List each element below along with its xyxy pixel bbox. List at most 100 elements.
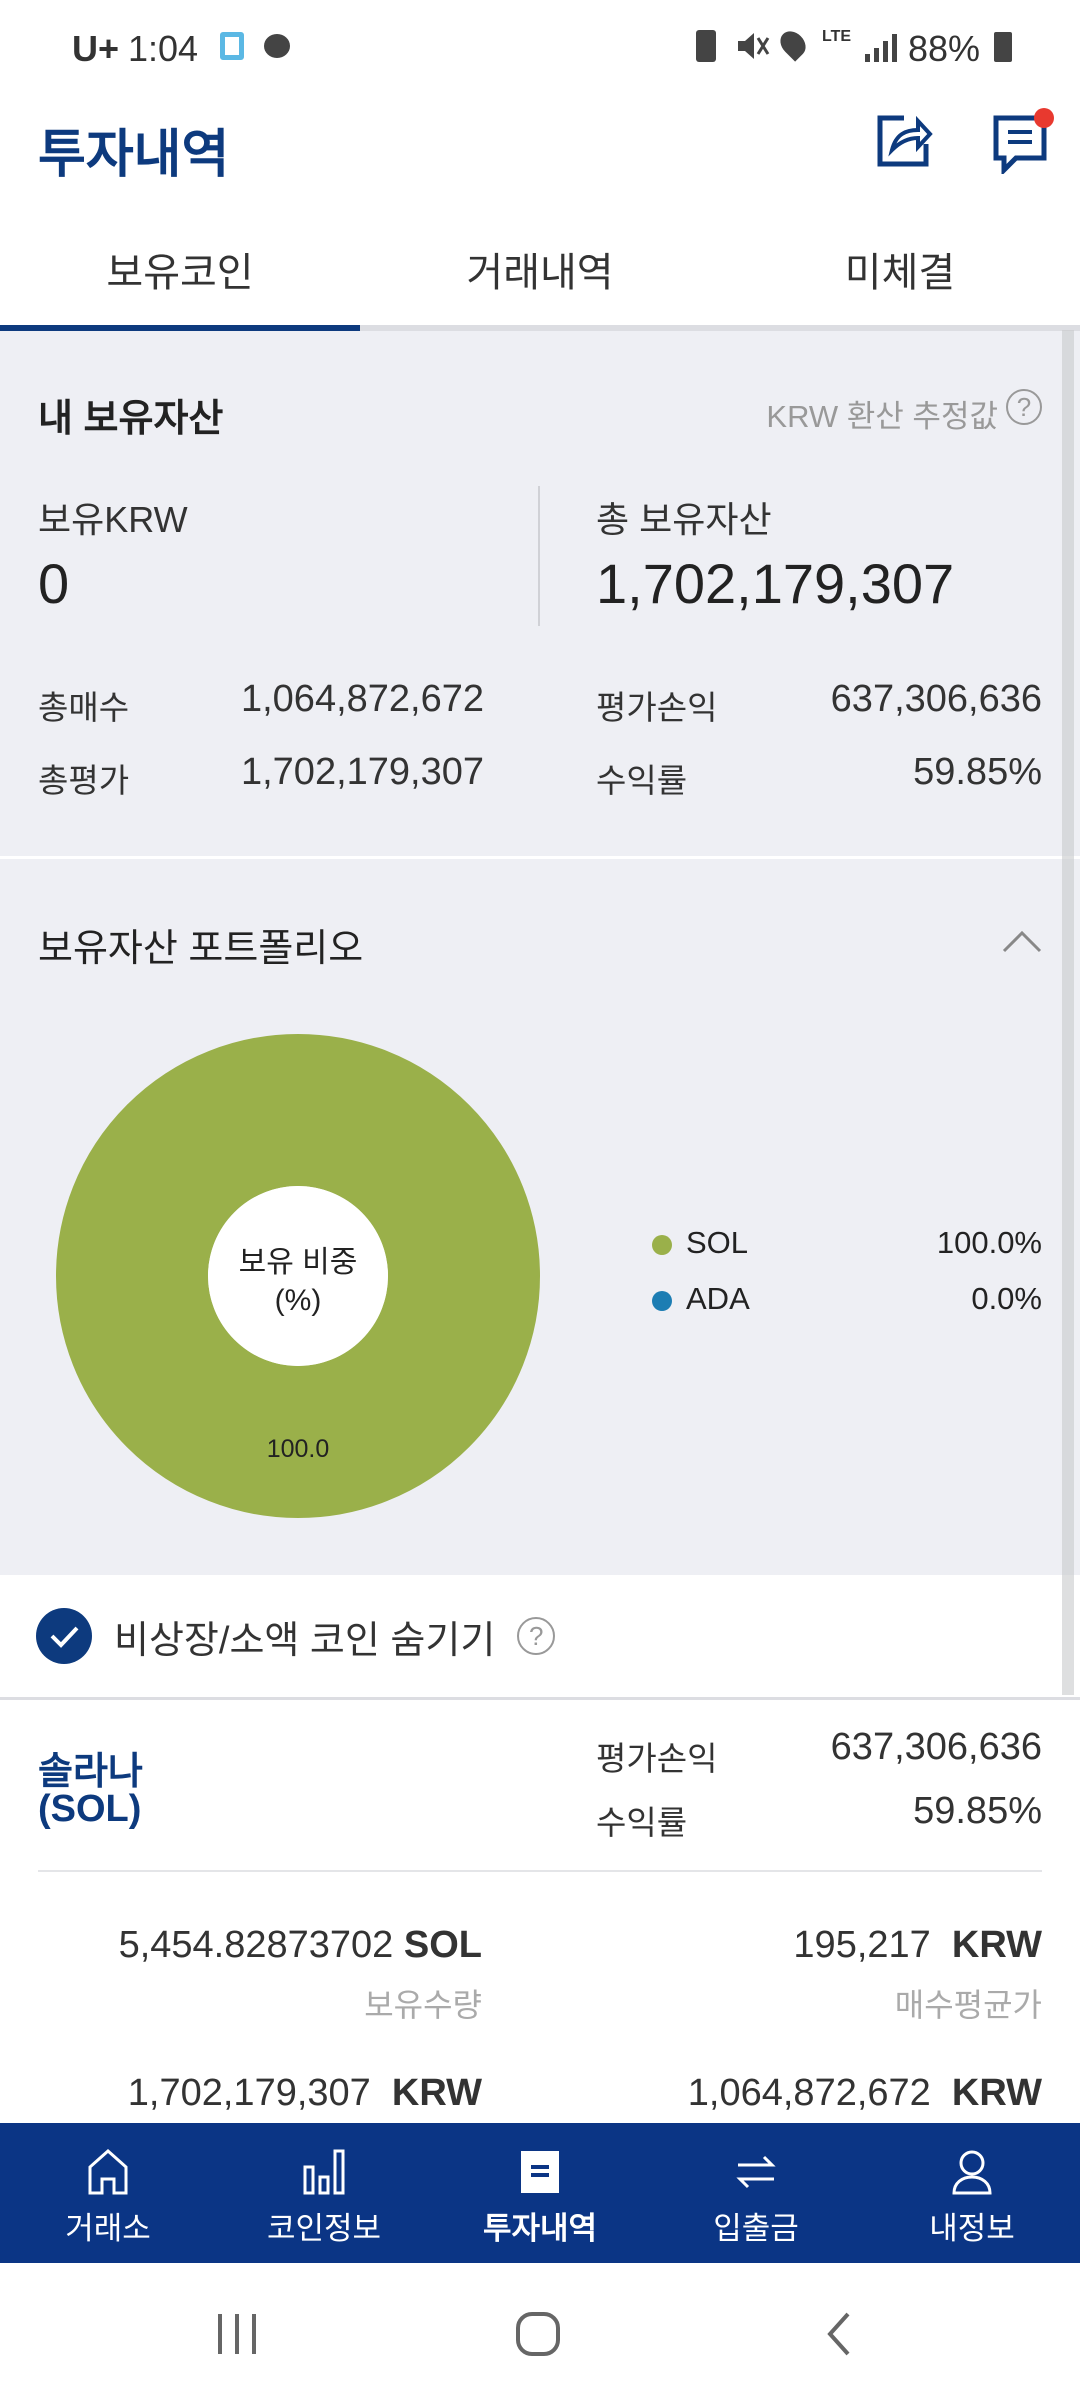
hide-small-coins-label[interactable]: 비상장/소액 코인 숨기기 [114,1619,496,1662]
battery-saver-icon [696,30,716,62]
scrollbar[interactable] [1062,330,1074,1695]
bar-chart-icon [303,2149,345,2195]
user-icon [952,2150,992,2195]
eval-amount-number: 1,702,179,307 [127,2072,371,2114]
total-buy-label: 총매수 [38,689,130,726]
document-icon [521,2151,559,2193]
donut-center-label: 보유 비중 (%) [198,1244,398,1320]
avg-price-label: 매수평균가 [894,1987,1042,2023]
legend-dot-sol [652,1235,672,1255]
tab-transactions[interactable]: 거래내역 [466,251,614,295]
nav-my-info[interactable]: 내정보 [864,2123,1080,2263]
check-icon [50,1626,79,1648]
divider [0,1697,1080,1700]
nav-investment-history[interactable]: 투자내역 [432,2123,648,2263]
divider [38,1870,1042,1872]
transfer-arrows-icon [736,2155,776,2189]
share-icon[interactable] [874,110,934,170]
total-assets-label: 총 보유자산 [596,499,772,540]
back-icon[interactable] [824,2310,854,2358]
app-notification-icon [220,32,244,60]
divider [538,486,540,626]
assets-section: 내 보유자산 KRW 환산 추정값 ? 보유KRW 0 총 보유자산 1,702… [0,331,1080,856]
page-title: 투자내역 [38,126,230,184]
quantity-number: 5,454.82873702 [118,1924,394,1966]
total-assets-value: 1,702,179,307 [596,552,955,615]
home-button-icon[interactable] [514,2310,562,2358]
eval-amount-unit: KRW [391,2072,482,2114]
chevron-up-icon[interactable] [1002,929,1042,953]
assets-title: 내 보유자산 [38,398,224,440]
message-notification-icon [264,34,290,58]
nav-deposit-withdraw[interactable]: 입출금 [648,2123,864,2263]
donut-center-line1: 보유 비중 [238,1246,358,1279]
coin-symbol: (SOL) [38,1788,142,1830]
location-icon [775,26,811,62]
pnl-value: 637,306,636 [830,678,1042,720]
coin-name: 솔라나 [38,1751,143,1793]
tab-pending[interactable]: 미체결 [844,251,956,295]
notification-dot [1034,108,1054,128]
battery-icon [994,32,1012,62]
battery-level: 88% [908,28,981,69]
avg-price-unit: KRW [951,1924,1042,1966]
buy-amount-number: 1,064,872,672 [687,2072,931,2114]
eval-amount-value: 1,702,179,307 KRW [128,2072,482,2115]
buy-amount-value: 1,064,872,672 KRW [688,2072,1042,2115]
coin-card-sol[interactable]: 솔라나 (SOL) 평가손익 637,306,636 수익률 59.85% 5,… [0,1700,1080,2123]
buy-amount-unit: KRW [951,2072,1042,2114]
nav-exchange[interactable]: 거래소 [0,2123,216,2263]
recent-apps-icon[interactable] [214,2310,260,2358]
legend-label: ADA [686,1281,750,1316]
rate-value: 59.85% [913,751,1042,793]
legend-value: 100.0% [936,1225,1042,1260]
hide-small-coins-checkbox[interactable] [36,1608,92,1664]
coin-pnl-label: 평가손익 [596,1740,718,1777]
section-gap [0,856,1080,859]
total-buy-value: 1,064,872,672 [240,678,484,720]
avg-price-value: 195,217 KRW [793,1924,1042,1967]
total-eval-value: 1,702,179,307 [240,751,484,793]
nav-coin-info[interactable]: 코인정보 [216,2123,432,2263]
quantity-unit: SOL [403,1924,482,1966]
legend-value: 0.0% [971,1281,1042,1316]
home-icon [88,2148,128,2195]
coin-pnl-value: 637,306,636 [830,1726,1042,1768]
tab-track [0,325,1080,331]
quantity-value: 5,454.82873702 SOL [119,1924,482,1967]
rate-label: 수익률 [596,762,688,799]
filter-row: 비상장/소액 코인 숨기기 ? [36,1608,556,1664]
status-bar: U+ 1:04 LTE 88% [0,0,1080,95]
portfolio-section: 보유자산 포트폴리오 보유 비중 (%) 100.0 SOL 100.0% AD… [0,859,1080,1575]
krw-estimate-note: KRW 환산 추정값 [766,399,998,434]
nav-label: 거래소 [65,2211,151,2246]
krw-value: 0 [38,552,70,615]
nav-label: 입출금 [713,2211,799,2246]
portfolio-donut-chart [56,1034,540,1518]
mute-icon [738,33,770,59]
donut-data-label: 100.0 [266,1435,330,1463]
help-icon[interactable]: ? [1006,389,1042,425]
avg-price-number: 195,217 [793,1924,931,1966]
nav-label: 코인정보 [266,2211,382,2246]
donut-slice-sol [56,1034,540,1518]
nav-label: 내정보 [929,2211,1015,2246]
carrier: U+ [72,28,120,69]
donut-center-line2: (%) [274,1284,322,1317]
nav-label: 투자내역 [482,2211,598,2246]
clock: 1:04 [128,28,199,69]
donut-hole [208,1186,388,1366]
legend-label: SOL [686,1225,749,1260]
krw-label: 보유KRW [38,499,188,540]
pnl-label: 평가손익 [596,689,718,726]
network-type: LTE [822,28,852,45]
signal-icon [865,34,897,62]
filter-help-icon[interactable]: ? [517,1617,556,1655]
total-eval-label: 총평가 [38,762,130,799]
legend-dot-ada [652,1291,672,1311]
quantity-label: 보유수량 [364,1987,482,2023]
coin-rate-value: 59.85% [913,1790,1042,1832]
coin-rate-label: 수익률 [596,1804,688,1841]
tab-holdings[interactable]: 보유코인 [106,251,254,295]
portfolio-title: 보유자산 포트폴리오 [38,928,364,970]
